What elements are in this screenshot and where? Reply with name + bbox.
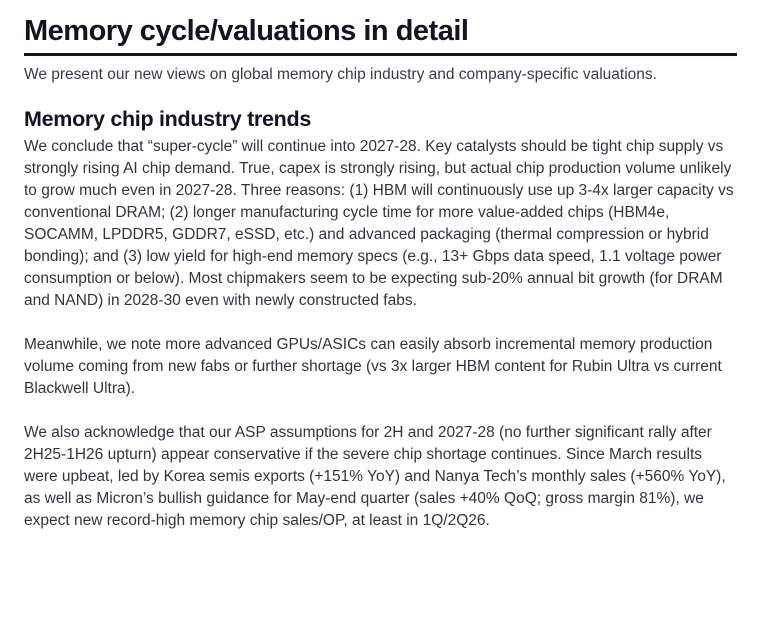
lede-paragraph: We present our new views on global memor… — [24, 66, 657, 83]
title-underline-rule — [24, 53, 737, 56]
page-title: Memory cycle/valuations in detail — [24, 15, 469, 47]
body-paragraph-2: Meanwhile, we note more advanced GPUs/AS… — [24, 336, 722, 397]
body-paragraph-1: We conclude that “super-cycle” will cont… — [24, 138, 734, 309]
section-heading: Memory chip industry trends — [24, 107, 311, 131]
body-copy: We conclude that “super-cycle” will cont… — [24, 136, 739, 532]
body-paragraph-3: We also acknowledge that our ASP assumpt… — [24, 424, 726, 529]
